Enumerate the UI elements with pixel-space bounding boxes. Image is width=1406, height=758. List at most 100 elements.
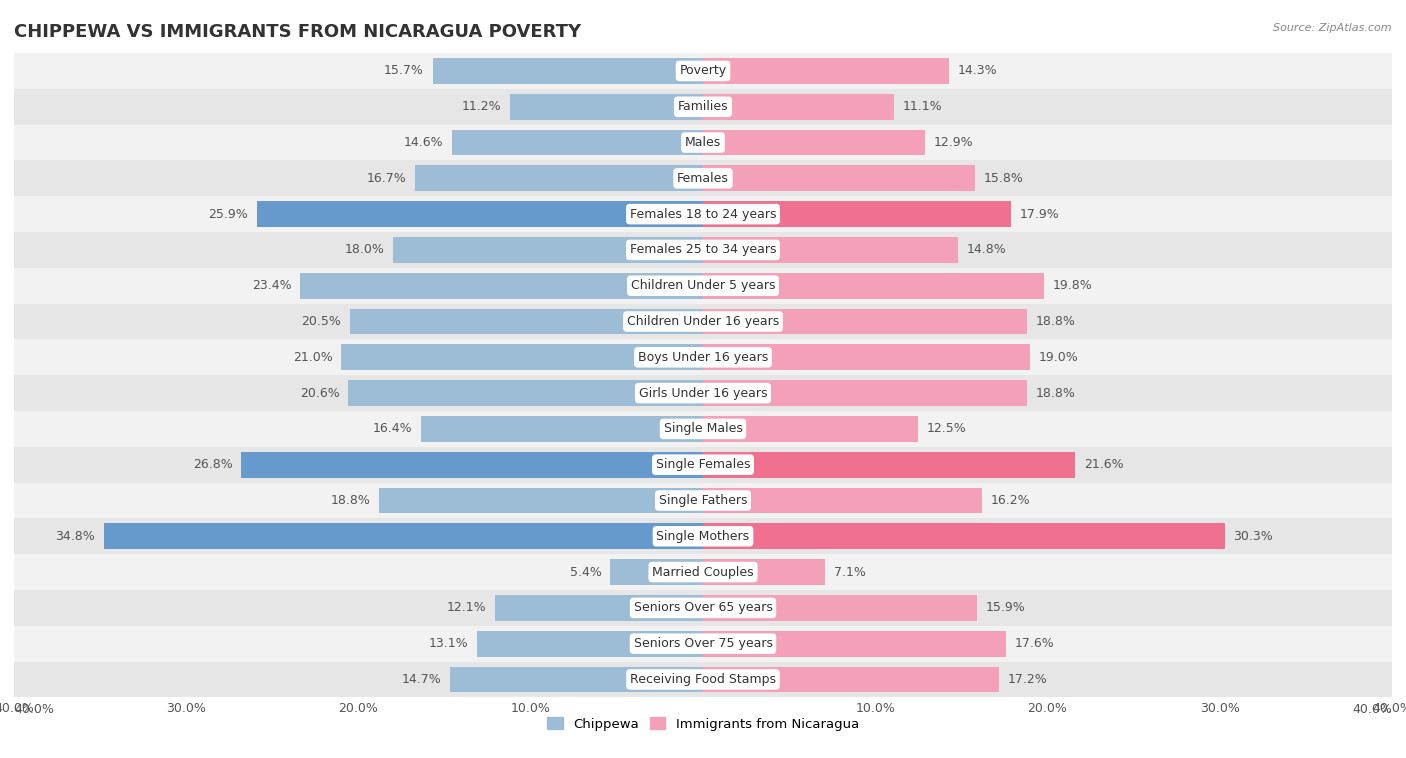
Bar bbox=[14, 124, 1392, 161]
Bar bbox=[14, 375, 1392, 411]
Bar bbox=[14, 304, 1392, 340]
Bar bbox=[14, 483, 1392, 518]
Bar bbox=[14, 161, 1392, 196]
Text: 18.8%: 18.8% bbox=[1035, 315, 1076, 328]
Bar bbox=[420, 416, 703, 442]
Bar bbox=[703, 130, 925, 155]
Text: 20.5%: 20.5% bbox=[301, 315, 342, 328]
Text: 7.1%: 7.1% bbox=[834, 565, 866, 578]
Text: Females 25 to 34 years: Females 25 to 34 years bbox=[630, 243, 776, 256]
Bar bbox=[14, 626, 1392, 662]
Text: Seniors Over 75 years: Seniors Over 75 years bbox=[634, 637, 772, 650]
Bar bbox=[703, 452, 1076, 478]
Text: Married Couples: Married Couples bbox=[652, 565, 754, 578]
Bar bbox=[342, 344, 703, 370]
Text: Receiving Food Stamps: Receiving Food Stamps bbox=[630, 673, 776, 686]
Bar bbox=[703, 58, 949, 84]
Text: 12.5%: 12.5% bbox=[927, 422, 967, 435]
Text: 25.9%: 25.9% bbox=[208, 208, 249, 221]
Bar bbox=[14, 196, 1392, 232]
Bar bbox=[104, 524, 703, 549]
Bar bbox=[703, 309, 1026, 334]
Text: 12.1%: 12.1% bbox=[446, 601, 486, 615]
Bar bbox=[703, 237, 957, 263]
Text: 15.7%: 15.7% bbox=[384, 64, 425, 77]
Bar bbox=[703, 201, 1011, 227]
Bar bbox=[14, 518, 1392, 554]
Legend: Chippewa, Immigrants from Nicaragua: Chippewa, Immigrants from Nicaragua bbox=[541, 712, 865, 736]
Text: 15.9%: 15.9% bbox=[986, 601, 1025, 615]
Bar bbox=[14, 53, 1392, 89]
Bar bbox=[703, 165, 976, 191]
Text: 18.8%: 18.8% bbox=[1035, 387, 1076, 399]
Bar bbox=[14, 340, 1392, 375]
Text: 14.6%: 14.6% bbox=[404, 136, 443, 149]
Bar bbox=[415, 165, 703, 191]
Bar bbox=[703, 381, 1026, 406]
Text: 21.0%: 21.0% bbox=[292, 351, 333, 364]
Text: 18.8%: 18.8% bbox=[330, 494, 371, 507]
Text: 5.4%: 5.4% bbox=[569, 565, 602, 578]
Text: 14.8%: 14.8% bbox=[966, 243, 1007, 256]
Text: 14.3%: 14.3% bbox=[957, 64, 997, 77]
Text: 16.2%: 16.2% bbox=[991, 494, 1031, 507]
Text: 30.3%: 30.3% bbox=[1233, 530, 1274, 543]
Bar bbox=[14, 446, 1392, 483]
Text: 16.7%: 16.7% bbox=[367, 172, 406, 185]
Bar bbox=[350, 309, 703, 334]
Text: 11.1%: 11.1% bbox=[903, 100, 942, 113]
Bar bbox=[703, 559, 825, 585]
Bar bbox=[14, 590, 1392, 626]
Text: 14.7%: 14.7% bbox=[402, 673, 441, 686]
Text: 11.2%: 11.2% bbox=[461, 100, 502, 113]
Text: Source: ZipAtlas.com: Source: ZipAtlas.com bbox=[1274, 23, 1392, 33]
Bar bbox=[703, 595, 977, 621]
Text: Children Under 16 years: Children Under 16 years bbox=[627, 315, 779, 328]
Text: 40.0%: 40.0% bbox=[1353, 703, 1392, 716]
Bar bbox=[510, 94, 703, 120]
Bar bbox=[450, 666, 703, 692]
Bar bbox=[495, 595, 703, 621]
Text: CHIPPEWA VS IMMIGRANTS FROM NICARAGUA POVERTY: CHIPPEWA VS IMMIGRANTS FROM NICARAGUA PO… bbox=[14, 23, 581, 41]
Bar bbox=[703, 666, 1000, 692]
Text: Single Mothers: Single Mothers bbox=[657, 530, 749, 543]
Text: Boys Under 16 years: Boys Under 16 years bbox=[638, 351, 768, 364]
Bar bbox=[14, 411, 1392, 446]
Text: 13.1%: 13.1% bbox=[429, 637, 468, 650]
Text: 19.8%: 19.8% bbox=[1053, 279, 1092, 293]
Text: Children Under 5 years: Children Under 5 years bbox=[631, 279, 775, 293]
Bar bbox=[242, 452, 703, 478]
Bar bbox=[610, 559, 703, 585]
Text: 23.4%: 23.4% bbox=[252, 279, 291, 293]
Text: 20.6%: 20.6% bbox=[299, 387, 340, 399]
Bar bbox=[703, 524, 1225, 549]
Text: 18.0%: 18.0% bbox=[344, 243, 384, 256]
Text: Poverty: Poverty bbox=[679, 64, 727, 77]
Bar bbox=[703, 416, 918, 442]
Text: 40.0%: 40.0% bbox=[14, 703, 53, 716]
Bar bbox=[703, 344, 1031, 370]
Bar bbox=[703, 273, 1045, 299]
Bar bbox=[349, 381, 703, 406]
Text: Girls Under 16 years: Girls Under 16 years bbox=[638, 387, 768, 399]
Text: 12.9%: 12.9% bbox=[934, 136, 973, 149]
Bar bbox=[257, 201, 703, 227]
Text: Single Fathers: Single Fathers bbox=[659, 494, 747, 507]
Text: 21.6%: 21.6% bbox=[1084, 458, 1123, 471]
Bar bbox=[703, 631, 1007, 656]
Text: 17.6%: 17.6% bbox=[1015, 637, 1054, 650]
Text: Families: Families bbox=[678, 100, 728, 113]
Bar bbox=[392, 237, 703, 263]
Bar bbox=[14, 268, 1392, 304]
Bar bbox=[703, 487, 981, 513]
Text: 34.8%: 34.8% bbox=[55, 530, 96, 543]
Text: Females 18 to 24 years: Females 18 to 24 years bbox=[630, 208, 776, 221]
Bar bbox=[703, 94, 894, 120]
Text: Females: Females bbox=[678, 172, 728, 185]
Text: 17.9%: 17.9% bbox=[1019, 208, 1060, 221]
Bar bbox=[14, 554, 1392, 590]
Text: Single Males: Single Males bbox=[664, 422, 742, 435]
Bar bbox=[451, 130, 703, 155]
Bar bbox=[433, 58, 703, 84]
Text: 15.8%: 15.8% bbox=[984, 172, 1024, 185]
